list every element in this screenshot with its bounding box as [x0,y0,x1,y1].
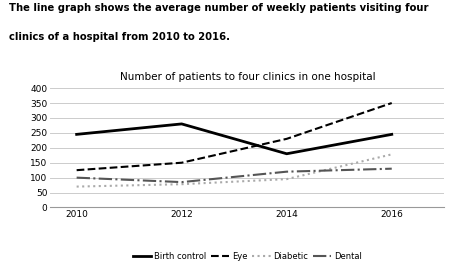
Legend: Birth control, Eye, Diabetic, Dental: Birth control, Eye, Diabetic, Dental [130,248,365,264]
Text: clinics of a hospital from 2010 to 2016.: clinics of a hospital from 2010 to 2016. [9,32,230,42]
Text: The line graph shows the average number of weekly patients visiting four: The line graph shows the average number … [9,3,429,13]
Title: Number of patients to four clinics in one hospital: Number of patients to four clinics in on… [120,72,375,82]
